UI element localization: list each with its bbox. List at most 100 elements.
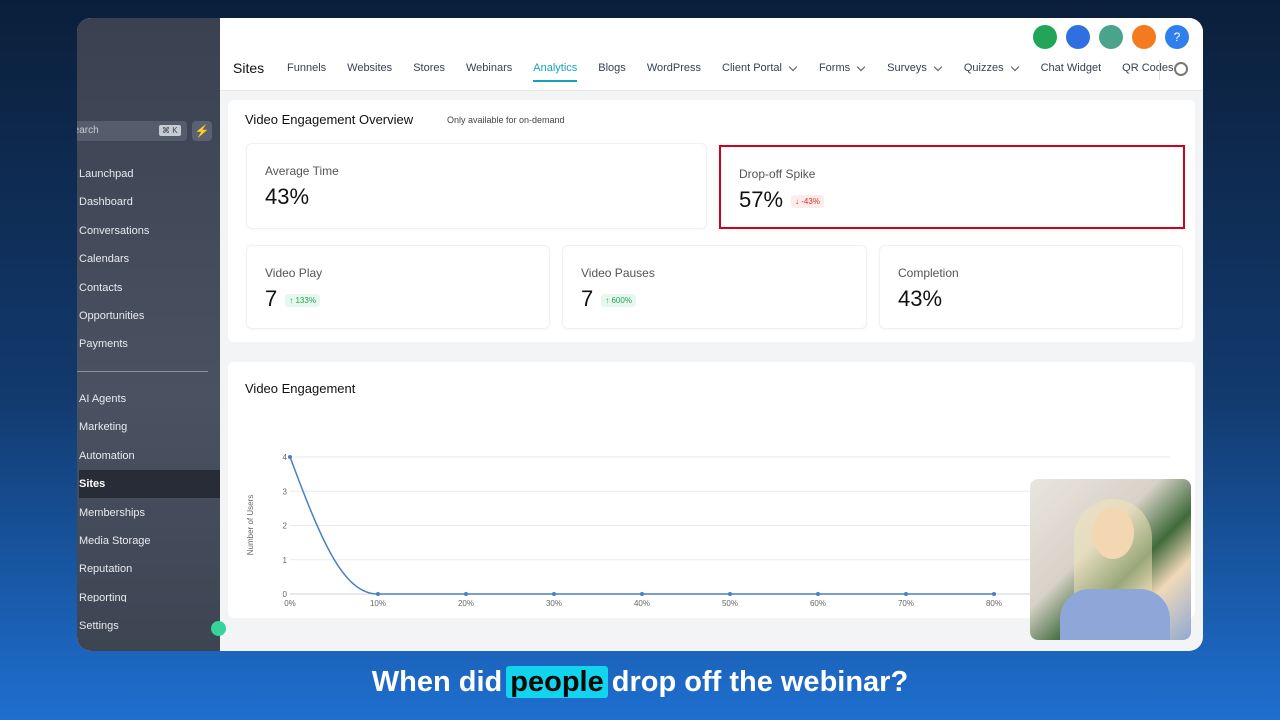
bell-icon[interactable] xyxy=(1132,25,1156,49)
page-title: Sites xyxy=(233,60,265,76)
caption-text: people xyxy=(506,666,608,698)
metric-value: 7 ↑ 600% xyxy=(581,286,636,312)
nav-item[interactable]: Contacts xyxy=(79,281,123,294)
nav-item[interactable]: Media Storage xyxy=(79,535,151,547)
x-tick-label: 30% xyxy=(546,599,562,608)
metric-value: 43% xyxy=(265,184,309,210)
caption-text: drop off the webinar? xyxy=(611,666,909,698)
metric-label: Video Pauses xyxy=(581,266,655,280)
x-tick-label: 60% xyxy=(810,599,826,608)
divider xyxy=(1159,60,1160,80)
divider xyxy=(77,371,208,372)
data-point xyxy=(376,592,380,596)
phone-icon[interactable] xyxy=(1033,25,1057,49)
nav-item[interactable]: Reporting xyxy=(79,591,127,602)
metric-number: 7 xyxy=(265,286,278,311)
data-point xyxy=(640,592,644,596)
tab[interactable]: WordPress xyxy=(646,62,702,74)
y-tick-label: 2 xyxy=(283,522,288,531)
metric-card: Drop-off Spike 57% ↓ -43% xyxy=(719,145,1185,229)
nav-item[interactable]: AI Agents xyxy=(79,393,127,405)
metric-card: Video Pauses 7 ↑ 600% xyxy=(562,245,867,329)
nav-item[interactable]: Dashboard xyxy=(79,196,133,209)
tab[interactable]: Webinars xyxy=(465,62,513,74)
data-point xyxy=(464,592,468,596)
nav-item[interactable]: Launchpad xyxy=(79,168,134,180)
tab[interactable]: Blogs xyxy=(598,62,626,74)
magic-icon[interactable] xyxy=(1066,25,1090,49)
search-placeholder: Search xyxy=(77,125,99,136)
metric-label: Average Time xyxy=(265,164,339,178)
metric-value: 43% xyxy=(898,286,942,312)
tab[interactable]: Websites xyxy=(347,62,393,74)
metric-change: ↑ 133% xyxy=(285,293,320,307)
x-tick-label: 20% xyxy=(458,599,474,608)
x-tick-label: 40% xyxy=(634,599,650,608)
help-icon[interactable]: ? xyxy=(1165,25,1189,49)
tab[interactable]: Funnels xyxy=(287,62,327,74)
y-tick-label: 1 xyxy=(283,556,288,565)
tab[interactable]: Surveys xyxy=(887,56,943,82)
data-point xyxy=(288,455,292,459)
nav-item[interactable]: Conversations xyxy=(79,224,150,237)
x-tick-label: 70% xyxy=(898,599,914,608)
metric-number: 43% xyxy=(898,286,943,311)
announce-icon[interactable] xyxy=(1099,25,1123,49)
tab[interactable]: Stores xyxy=(413,62,445,74)
y-axis-label: Number of Users xyxy=(246,495,255,555)
tab[interactable]: QR Codes xyxy=(1122,62,1174,74)
metric-card: Video Play 7 ↑ 133% xyxy=(246,245,550,329)
top-bar: Sites Funnels Websites Stores Webinars Analy… xyxy=(220,18,1203,91)
nav-item[interactable]: Payments xyxy=(79,338,128,351)
metric-change: ↓ -43% xyxy=(791,194,824,208)
shortcut: ⌘ K xyxy=(159,125,181,136)
data-point xyxy=(728,592,732,596)
x-tick-label: 80% xyxy=(986,599,1002,608)
metric-value: 57% ↓ -43% xyxy=(739,187,824,213)
y-tick-label: 3 xyxy=(283,487,288,496)
webcam-video xyxy=(1030,479,1191,640)
metric-label: Drop-off Spike xyxy=(739,167,816,181)
data-point xyxy=(904,592,908,596)
quick-action[interactable]: ⚡ xyxy=(192,121,212,141)
tab[interactable]: Forms xyxy=(819,56,866,82)
tab[interactable]: Client Portal xyxy=(722,56,798,82)
chart-title: Video Engagement xyxy=(245,381,356,396)
nav-item[interactable]: Reputation xyxy=(79,563,133,576)
nav-list: Launchpad Dashboard Conversations Calendars… xyxy=(77,18,220,602)
nav-item[interactable]: Settings xyxy=(79,620,119,632)
metric-label: Video Play xyxy=(265,266,323,280)
search-box[interactable]: Search ⌘ K xyxy=(77,121,187,141)
nav-item[interactable]: Calendars xyxy=(79,253,130,266)
metric-label: Completion xyxy=(898,266,959,280)
metric-change: ↑ 600% xyxy=(601,293,636,307)
metric-number: 7 xyxy=(581,286,594,311)
metric-number: 57% xyxy=(739,187,784,212)
section-title: Video Engagement Overview xyxy=(245,112,414,127)
x-tick-label: 0% xyxy=(284,599,296,608)
metric-value: 7 ↑ 133% xyxy=(265,286,320,312)
settings-icon[interactable] xyxy=(1174,62,1188,76)
caption-text: When did xyxy=(371,666,503,698)
data-point xyxy=(992,592,996,596)
tab[interactable]: Quizzes xyxy=(964,56,1020,82)
nav-item[interactable]: Marketing xyxy=(79,421,128,434)
tab[interactable]: Chat Widget xyxy=(1040,62,1102,74)
nav-item[interactable]: Memberships xyxy=(79,506,146,519)
tabs: Funnels Websites Stores Webinars Analytics Bl… xyxy=(287,56,1195,82)
x-tick-label: 50% xyxy=(722,599,738,608)
metric-number: 43% xyxy=(265,184,310,209)
metric-card: Average Time 43% xyxy=(246,143,707,229)
x-tick-label: 10% xyxy=(370,599,386,608)
y-tick-label: 0 xyxy=(283,590,288,599)
nav-item[interactable]: Sites xyxy=(79,470,220,499)
presenter-shirt xyxy=(1060,589,1170,640)
data-point xyxy=(816,592,820,596)
collapse-toggle[interactable] xyxy=(211,621,226,636)
y-tick-label: 4 xyxy=(283,453,288,462)
nav-item[interactable]: Automation xyxy=(79,449,135,462)
nav-item[interactable]: Opportunities xyxy=(79,310,145,322)
tab[interactable]: Analytics xyxy=(533,56,578,82)
